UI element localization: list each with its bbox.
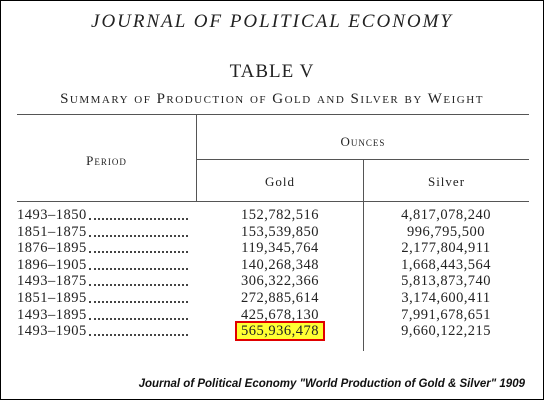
row-period: 1876–1895 xyxy=(17,240,192,257)
leader-dots xyxy=(88,207,188,220)
silver-value: 9,660,122,215 xyxy=(401,323,491,340)
group-header: Ounces xyxy=(340,134,386,149)
gold-value: 119,345,764 xyxy=(241,240,319,257)
rule xyxy=(363,159,364,351)
row-period: 1851–1895 xyxy=(17,290,192,307)
silver-value: 2,177,804,911 xyxy=(401,240,491,257)
period-text: 1851–1895 xyxy=(17,290,87,306)
leader-dots xyxy=(88,224,188,237)
leader-dots xyxy=(88,307,188,320)
gold-value: 425,678,130 xyxy=(241,306,319,323)
subtitle: Summary of Production of Gold and Silver… xyxy=(60,91,484,107)
period-text: 1851–1875 xyxy=(17,223,87,240)
gold-value: 272,885,614 xyxy=(241,290,319,306)
gold-value: 152,782,516 xyxy=(241,207,319,223)
row-period: 1493–1850 xyxy=(17,207,192,224)
leader-dots xyxy=(88,273,188,287)
column-header: Gold xyxy=(265,174,295,189)
gold-value: 140,268,348 xyxy=(241,256,319,273)
silver-value: 4,817,078,240 xyxy=(401,207,491,223)
rule xyxy=(17,114,529,115)
leader-dots xyxy=(88,290,188,303)
table-title: TABLE V xyxy=(229,61,315,82)
leader-dots xyxy=(88,240,188,254)
rule xyxy=(196,114,197,202)
rule xyxy=(17,201,529,202)
silver-value: 7,991,678,651 xyxy=(401,306,491,323)
period-text: 1493–1875 xyxy=(17,273,87,290)
highlighted-value: 565,936,478 xyxy=(235,321,325,342)
silver-value: 996,795,500 xyxy=(407,223,485,240)
column-header: Silver xyxy=(427,174,466,189)
period-text: 1493–1850 xyxy=(17,207,87,223)
gold-value: 306,322,366 xyxy=(241,273,319,290)
silver-value: 5,813,873,740 xyxy=(401,273,491,290)
silver-value: 3,174,600,411 xyxy=(401,290,491,306)
period-text: 1493–1895 xyxy=(17,306,87,323)
row-period: 1493–1895 xyxy=(17,307,192,324)
row-period: 1851–1875 xyxy=(17,224,192,241)
silver-value: 1,668,443,564 xyxy=(401,256,491,273)
leader-dots xyxy=(88,257,188,270)
row-period: 1896–1905 xyxy=(17,257,192,274)
caption: Journal of Political Economy "World Prod… xyxy=(138,378,525,390)
period-text: 1493–1905 xyxy=(17,323,87,340)
period-text: 1876–1895 xyxy=(17,240,87,257)
gold-value: 153,539,850 xyxy=(241,223,319,240)
period-header: Period xyxy=(86,153,127,168)
rule xyxy=(196,159,529,160)
gold-value: 565,936,478 xyxy=(201,321,359,342)
row-period: 1493–1875 xyxy=(17,273,192,290)
journal-name: JOURNAL OF POLITICAL ECONOMY xyxy=(91,11,453,32)
leader-dots xyxy=(88,323,188,337)
period-text: 1896–1905 xyxy=(17,256,87,273)
row-period: 1493–1905 xyxy=(17,323,192,340)
